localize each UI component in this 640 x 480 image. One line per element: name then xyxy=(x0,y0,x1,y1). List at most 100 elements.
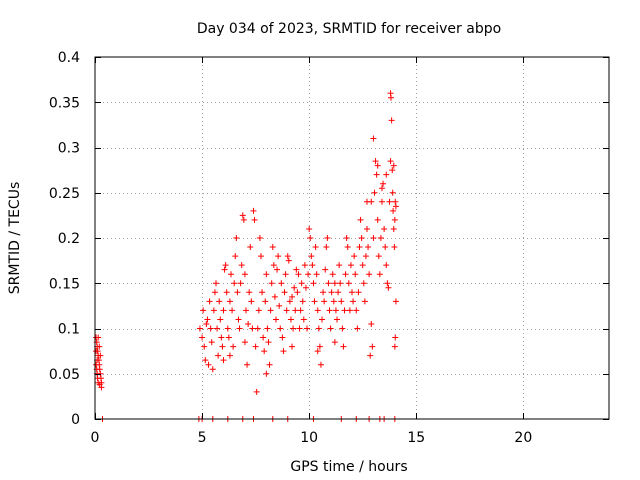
data-point xyxy=(381,225,388,232)
data-point xyxy=(264,325,271,332)
data-point xyxy=(200,307,207,314)
data-point xyxy=(221,266,228,273)
data-point xyxy=(260,334,267,341)
data-point xyxy=(383,262,390,269)
data-point xyxy=(392,203,399,210)
data-point xyxy=(224,325,231,332)
data-point xyxy=(199,334,206,341)
y-tick-label: 0.2 xyxy=(58,231,80,247)
data-point xyxy=(235,316,242,323)
x-tick-label: 20 xyxy=(514,430,532,446)
data-point xyxy=(270,262,277,269)
data-point xyxy=(338,298,345,305)
data-point xyxy=(383,171,390,178)
data-point xyxy=(234,289,241,296)
data-point xyxy=(331,339,338,346)
data-point xyxy=(97,352,104,359)
data-point xyxy=(298,280,305,287)
data-point xyxy=(241,271,248,278)
data-point xyxy=(220,357,227,364)
data-point xyxy=(232,253,239,260)
data-point xyxy=(281,289,288,296)
data-point xyxy=(290,325,297,332)
data-point xyxy=(385,284,392,291)
data-point xyxy=(309,262,316,269)
data-point xyxy=(217,316,224,323)
data-point xyxy=(327,325,334,332)
data-point xyxy=(301,262,308,269)
data-point xyxy=(305,271,312,278)
data-point xyxy=(325,280,332,287)
data-point xyxy=(386,198,393,205)
data-point xyxy=(276,302,283,309)
data-point xyxy=(225,334,232,341)
data-point xyxy=(231,280,238,287)
data-point xyxy=(210,307,217,314)
data-point xyxy=(226,298,233,305)
y-tick-label: 0 xyxy=(71,412,80,428)
data-point xyxy=(214,325,221,332)
data-point xyxy=(378,185,385,192)
data-point xyxy=(96,343,103,350)
data-point xyxy=(220,307,227,314)
data-point xyxy=(308,253,315,260)
data-point xyxy=(209,366,216,373)
data-point xyxy=(337,280,344,287)
data-point xyxy=(359,262,366,269)
data-point xyxy=(271,293,278,300)
data-point xyxy=(366,271,373,278)
data-point xyxy=(316,343,323,350)
data-point xyxy=(391,216,398,223)
data-point xyxy=(284,253,291,260)
data-point xyxy=(360,280,367,287)
data-point xyxy=(304,325,311,332)
data-point xyxy=(266,361,273,368)
data-point xyxy=(201,343,208,350)
data-point xyxy=(202,357,209,364)
data-point xyxy=(263,271,270,278)
chart-title: Day 034 of 2023, SRMTID for receiver abp… xyxy=(197,21,501,37)
data-point xyxy=(329,271,336,278)
data-point xyxy=(392,334,399,341)
y-tick-label: 0.25 xyxy=(49,186,80,202)
data-point xyxy=(259,289,266,296)
x-axis-label: GPS time / hours xyxy=(290,459,407,475)
x-tick-label: 5 xyxy=(198,430,207,446)
data-point xyxy=(294,289,301,296)
data-point xyxy=(269,244,276,251)
data-point xyxy=(223,289,230,296)
data-point xyxy=(380,180,387,187)
data-point xyxy=(215,352,222,359)
data-point xyxy=(289,343,296,350)
data-point xyxy=(262,298,269,305)
data-point xyxy=(375,253,382,260)
data-point xyxy=(357,216,364,223)
data-point xyxy=(387,94,394,101)
data-point xyxy=(238,262,245,269)
data-point xyxy=(349,289,355,296)
y-tick-label: 0.4 xyxy=(58,50,80,66)
data-point xyxy=(230,343,237,350)
data-point xyxy=(314,307,321,314)
data-point xyxy=(313,271,320,278)
data-point xyxy=(274,266,281,273)
data-point xyxy=(382,244,389,251)
data-point xyxy=(292,307,299,314)
data-point xyxy=(374,162,381,169)
data-point xyxy=(391,343,398,350)
data-point xyxy=(97,370,104,377)
data-point xyxy=(389,167,396,174)
data-point xyxy=(208,339,215,346)
data-point xyxy=(280,348,287,355)
data-point xyxy=(378,198,385,205)
data-point xyxy=(286,298,293,305)
data-point xyxy=(374,216,381,223)
data-point xyxy=(295,271,302,278)
y-tick-label: 0.35 xyxy=(49,95,80,111)
data-point xyxy=(285,257,292,264)
data-point xyxy=(347,262,354,269)
data-point xyxy=(371,189,378,196)
data-point xyxy=(340,343,347,350)
data-point xyxy=(256,235,263,241)
